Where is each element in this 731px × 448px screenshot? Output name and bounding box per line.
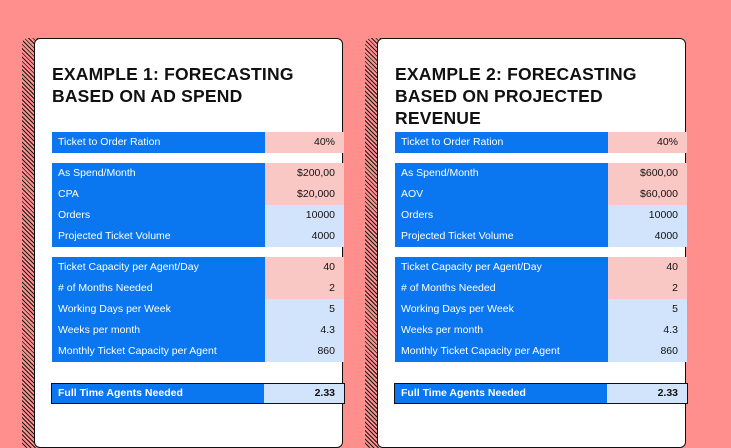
row-value: 40 — [265, 257, 344, 278]
row-value: 10000 — [608, 205, 687, 226]
table-row: # of Months Needed 2 — [52, 278, 344, 299]
orders-group: As Spend/Month $200,00 CPA $20,000 Order… — [52, 163, 344, 247]
total-value: 2.33 — [264, 384, 344, 403]
table-row: Projected Ticket Volume 4000 — [52, 226, 344, 247]
table-row: CPA $20,000 — [52, 184, 344, 205]
table-row: Working Days per Week 5 — [395, 299, 687, 320]
table-row: Monthly Ticket Capacity per Agent 860 — [52, 341, 344, 362]
row-value: 40 — [608, 257, 687, 278]
row-label: As Spend/Month — [52, 163, 265, 184]
card-panel: EXAMPLE 1: FORECASTING BASED ON AD SPEND… — [34, 38, 345, 448]
table-row: Projected Ticket Volume 4000 — [395, 226, 687, 247]
row-value: 40% — [265, 132, 344, 153]
row-label: # of Months Needed — [395, 278, 608, 299]
ratio-group: Ticket to Order Ration 40% — [52, 132, 344, 153]
row-value: 4000 — [608, 226, 687, 247]
row-label: Projected Ticket Volume — [52, 226, 265, 247]
row-value: $60,000 — [608, 184, 687, 205]
table-row: Orders 10000 — [395, 205, 687, 226]
table-row: AOV $60,000 — [395, 184, 687, 205]
row-label: Working Days per Week — [395, 299, 608, 320]
table-row: As Spend/Month $600,00 — [395, 163, 687, 184]
card-title: EXAMPLE 2: FORECASTING BASED ON PROJECTE… — [395, 64, 637, 128]
row-label: Orders — [395, 205, 608, 226]
card-panel: EXAMPLE 2: FORECASTING BASED ON PROJECTE… — [377, 38, 688, 448]
table-row: Working Days per Week 5 — [52, 299, 344, 320]
ratio-group: Ticket to Order Ration 40% — [395, 132, 687, 153]
table-row: Weeks per month 4.3 — [395, 320, 687, 341]
table-row: Ticket to Order Ration 40% — [52, 132, 344, 153]
row-value: 860 — [608, 341, 687, 362]
row-label: Projected Ticket Volume — [395, 226, 608, 247]
row-value: 2 — [265, 278, 344, 299]
row-label: CPA — [52, 184, 265, 205]
example-card-2: EXAMPLE 2: FORECASTING BASED ON PROJECTE… — [365, 38, 688, 448]
row-value: 10000 — [265, 205, 344, 226]
row-label: Monthly Ticket Capacity per Agent — [395, 341, 608, 362]
row-value: 5 — [608, 299, 687, 320]
total-label: Full Time Agents Needed — [52, 384, 264, 403]
row-label: As Spend/Month — [395, 163, 608, 184]
total-row: Full Time Agents Needed 2.33 — [394, 383, 688, 404]
row-label: Weeks per month — [395, 320, 608, 341]
row-value: 4.3 — [265, 320, 344, 341]
table-row: Ticket Capacity per Agent/Day 40 — [395, 257, 687, 278]
table-row: Orders 10000 — [52, 205, 344, 226]
row-value: $600,00 — [608, 163, 687, 184]
total-label: Full Time Agents Needed — [395, 384, 607, 403]
row-label: Ticket Capacity per Agent/Day — [395, 257, 608, 278]
row-label: Orders — [52, 205, 265, 226]
row-label: AOV — [395, 184, 608, 205]
capacity-group: Ticket Capacity per Agent/Day 40 # of Mo… — [52, 257, 344, 362]
row-value: 860 — [265, 341, 344, 362]
row-value: $200,00 — [265, 163, 344, 184]
row-label: Weeks per month — [52, 320, 265, 341]
row-value: $20,000 — [265, 184, 344, 205]
capacity-group: Ticket Capacity per Agent/Day 40 # of Mo… — [395, 257, 687, 362]
total-value: 2.33 — [607, 384, 687, 403]
orders-group: As Spend/Month $600,00 AOV $60,000 Order… — [395, 163, 687, 247]
card-title: EXAMPLE 1: FORECASTING BASED ON AD SPEND — [52, 64, 294, 106]
table-row: Ticket Capacity per Agent/Day 40 — [52, 257, 344, 278]
row-label: Monthly Ticket Capacity per Agent — [52, 341, 265, 362]
row-label: Ticket to Order Ration — [395, 132, 608, 153]
table-row: Monthly Ticket Capacity per Agent 860 — [395, 341, 687, 362]
row-value: 40% — [608, 132, 687, 153]
table-row: As Spend/Month $200,00 — [52, 163, 344, 184]
row-label: Working Days per Week — [52, 299, 265, 320]
table-row: # of Months Needed 2 — [395, 278, 687, 299]
row-value: 5 — [265, 299, 344, 320]
row-label: Ticket to Order Ration — [52, 132, 265, 153]
row-label: # of Months Needed — [52, 278, 265, 299]
total-row: Full Time Agents Needed 2.33 — [51, 383, 345, 404]
row-label: Ticket Capacity per Agent/Day — [52, 257, 265, 278]
table-row: Weeks per month 4.3 — [52, 320, 344, 341]
table-row: Ticket to Order Ration 40% — [395, 132, 687, 153]
row-value: 4.3 — [608, 320, 687, 341]
row-value: 4000 — [265, 226, 344, 247]
row-value: 2 — [608, 278, 687, 299]
example-card-1: EXAMPLE 1: FORECASTING BASED ON AD SPEND… — [22, 38, 345, 448]
